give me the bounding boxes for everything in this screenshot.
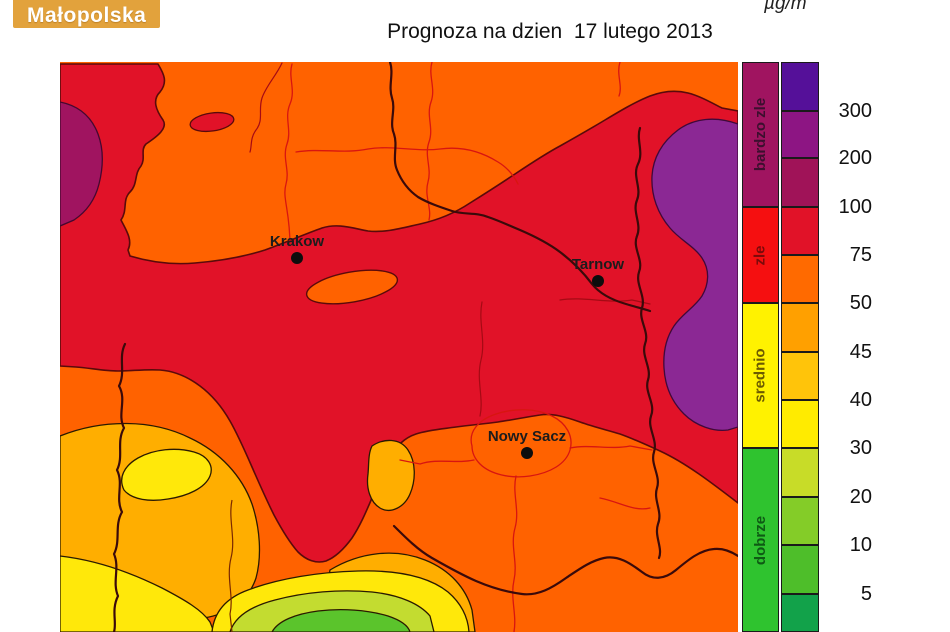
map-purple-region (651, 118, 738, 432)
legend-tick-20: 20 (849, 486, 872, 508)
legend-category-label: dobrze (752, 515, 770, 565)
legend-scale-band-2 (781, 158, 819, 207)
city-dot-tarnow (592, 275, 604, 287)
map-crimson-region (60, 63, 738, 563)
map-magenta-wedge (60, 101, 103, 227)
page-title: Prognoza na dzien 17 lutego 2013 (387, 20, 713, 43)
legend-category-srednio: srednio (742, 303, 779, 448)
city-label-nowy-sacz: Nowy Sacz (487, 428, 567, 445)
county-line-on-amber (228, 499, 234, 632)
map-yellow-bean (121, 448, 212, 501)
map-yellow-corner (60, 555, 215, 632)
map-green-band (271, 608, 411, 632)
region-badge: Małopolska (13, 0, 161, 28)
legend-category-label: srednio (752, 348, 769, 403)
region-badge-label: Małopolska (27, 4, 147, 27)
legend-category-dobrze: dobrze (742, 448, 779, 632)
legend-tick-75: 75 (849, 244, 872, 266)
city-dot-krakow (291, 252, 303, 264)
county-boundary-lines-dark (249, 62, 651, 417)
legend-tick-300: 300 (838, 100, 872, 122)
city-label-krakow: Krakow (269, 233, 325, 250)
legend-scale-band-6 (781, 352, 819, 400)
county-boundary-lines (284, 62, 653, 632)
legend-tick-200: 200 (838, 147, 872, 169)
legend-tick-45: 45 (849, 341, 872, 363)
legend-category-zle: zle (742, 207, 779, 303)
legend-category-bardzo-zle: bardzo zle (742, 62, 779, 207)
unit-label: µg/m (764, 0, 807, 14)
legend-category-label: bardzo zle (752, 97, 770, 172)
map-crimson-island (189, 111, 235, 133)
legend-tick-5: 5 (860, 583, 872, 605)
legend-scale-band-0 (781, 62, 819, 111)
voivodeship-boundary-lines (112, 62, 738, 632)
legend-scale-band-9 (781, 497, 819, 545)
legend-tick-10: 10 (849, 534, 872, 556)
legend-tick-30: 30 (849, 437, 872, 459)
legend-tick-100: 100 (838, 196, 872, 218)
legend-scale-band-5 (781, 303, 819, 352)
legend-category-label: zle (751, 244, 769, 266)
legend-scale-band-3 (781, 207, 819, 255)
legend-scale-band-8 (781, 448, 819, 497)
city-label-tarnow: Tarnow (571, 256, 625, 273)
legend-scale-band-11 (781, 594, 819, 632)
legend-scale-band-10 (781, 545, 819, 594)
legend-scale-band-4 (781, 255, 819, 303)
map-orange-island (305, 269, 399, 305)
legend-tick-40: 40 (849, 389, 872, 411)
city-dot-nowy-sacz (521, 447, 533, 459)
legend-scale-band-7 (781, 400, 819, 448)
map-amber-blob (366, 439, 415, 511)
legend-scale-band-1 (781, 111, 819, 158)
legend-tick-50: 50 (849, 292, 872, 314)
forecast-map (60, 62, 738, 632)
